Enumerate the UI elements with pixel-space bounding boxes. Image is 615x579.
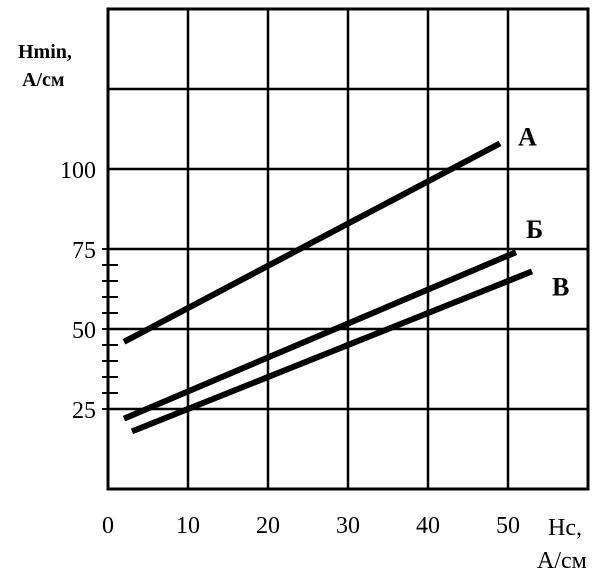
- y-tick-label: 25: [72, 398, 96, 424]
- series-line-2: [122, 249, 518, 422]
- y-axis-label-line1: Hmin,: [18, 41, 72, 63]
- y-tick-label: 75: [72, 238, 96, 264]
- x-axis-label-line1: Hc,: [548, 515, 582, 541]
- series-line-1: [122, 140, 502, 345]
- x-axis-label-line2: А/см: [537, 548, 587, 574]
- labels: 0 10 20 30 40 50 25 50 75 100 А БВ: [60, 122, 569, 539]
- x-tick-label: 30: [336, 513, 360, 539]
- x-tick-label: 40: [416, 513, 440, 539]
- y-tick-label: 100: [60, 158, 96, 184]
- x-tick-label: 10: [176, 513, 200, 539]
- series-line-3: [130, 268, 534, 435]
- grid: [106, 7, 590, 491]
- x-tick-label: 20: [256, 513, 280, 539]
- y-tick-label: 50: [72, 318, 96, 344]
- y-axis-label-line2: А/см: [22, 69, 65, 91]
- series-label-3: В: [552, 272, 569, 301]
- series-label-2: Б: [526, 215, 543, 244]
- series-lines: [122, 140, 534, 435]
- x-tick-label: 50: [496, 513, 520, 539]
- series-label-1: А: [518, 122, 537, 151]
- x-tick-label: 0: [102, 513, 114, 539]
